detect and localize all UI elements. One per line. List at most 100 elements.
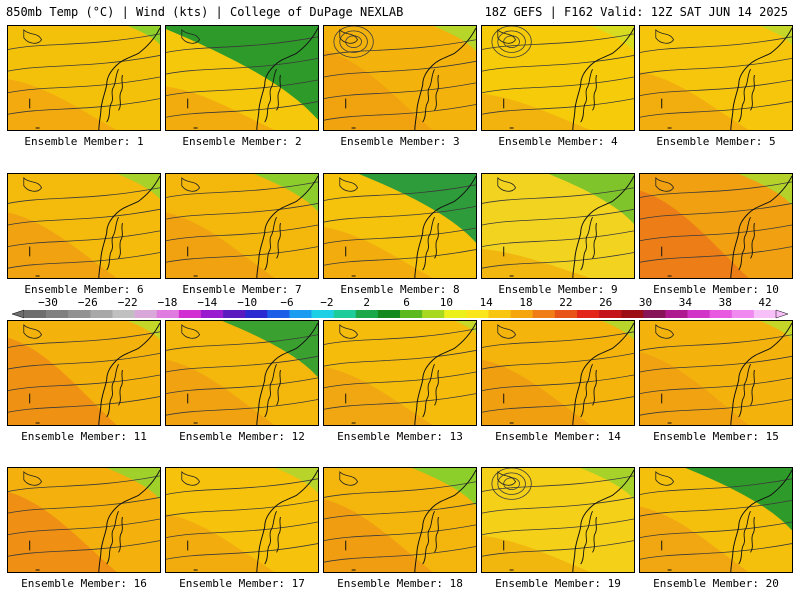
warm-region	[8, 491, 117, 572]
height-contour	[324, 502, 476, 520]
colorbar-tick-label: 34	[679, 296, 693, 309]
ensemble-member-caption: Ensemble Member: 8	[340, 283, 460, 296]
ensemble-member-caption: Ensemble Member: 6	[24, 283, 144, 296]
colorbar-swatch	[289, 310, 312, 318]
cool-region	[548, 174, 634, 224]
height-contour	[324, 524, 476, 541]
lake-outline	[655, 28, 675, 44]
height-contour	[8, 252, 160, 269]
height-contour	[482, 540, 634, 557]
lake-outline	[339, 323, 359, 339]
warm-region	[482, 248, 591, 278]
ensemble-map-panel	[165, 320, 319, 426]
height-contour	[324, 350, 476, 367]
state-border	[661, 98, 672, 129]
temperature-field-map	[640, 321, 792, 425]
height-contour	[8, 98, 160, 115]
height-contour	[640, 181, 792, 198]
colorbar-tick-label: −22	[118, 296, 138, 309]
warm-region	[324, 227, 433, 278]
colorbar-swatch	[576, 310, 600, 318]
height-contour	[166, 181, 318, 198]
ensemble-map-panel	[481, 25, 635, 131]
coastline	[98, 175, 160, 278]
colorbar-swatch	[24, 310, 47, 318]
ensemble-member-caption: Ensemble Member: 13	[337, 430, 463, 443]
colorbar-swatch	[687, 310, 710, 318]
bay-outline	[264, 510, 281, 565]
cool-region	[412, 468, 476, 506]
height-contour	[482, 518, 634, 536]
height-contour	[8, 55, 160, 72]
height-contour	[482, 396, 634, 413]
colorbar-swatch	[90, 310, 113, 318]
temperature-field-map	[166, 321, 318, 425]
bay-outline	[106, 363, 123, 418]
height-contour	[324, 184, 476, 201]
warm-region	[8, 79, 117, 130]
state-border	[661, 246, 672, 277]
height-contour	[8, 187, 160, 204]
warm-region	[324, 49, 433, 130]
cool-region	[454, 321, 476, 334]
coastline	[256, 175, 318, 278]
height-contour	[8, 497, 160, 514]
ensemble-member-caption: Ensemble Member: 9	[498, 283, 618, 296]
colorbar-swatch	[377, 310, 401, 318]
height-contour	[166, 334, 318, 351]
ensemble-map-panel	[165, 25, 319, 131]
temperature-field-map	[482, 321, 634, 425]
bay-outline	[580, 363, 597, 418]
coastline	[256, 27, 318, 130]
warm-region	[166, 212, 275, 278]
height-contour	[324, 104, 476, 121]
temperature-field-map	[8, 468, 160, 572]
colorbar-tick-label: −14	[197, 296, 217, 309]
lake-outline	[181, 176, 201, 192]
coastline	[572, 175, 634, 278]
ensemble-map-panel	[7, 173, 161, 279]
temperature-field-map	[640, 468, 792, 572]
state-border	[187, 540, 198, 571]
lake-outline	[497, 470, 517, 486]
colorbar-swatch	[68, 310, 91, 318]
height-contour	[166, 478, 318, 495]
colorbar-tick-label: 2	[363, 296, 370, 309]
colorbar-swatch	[422, 310, 445, 318]
warm-region	[482, 535, 591, 572]
ensemble-member-caption: Ensemble Member: 19	[495, 577, 621, 590]
cool-region	[591, 26, 634, 51]
colorbar-swatch	[178, 310, 202, 318]
bay-outline	[106, 510, 123, 565]
height-contour	[640, 334, 792, 351]
lake-outline	[497, 323, 517, 339]
height-contour	[640, 246, 792, 263]
height-contour	[482, 374, 634, 392]
ensemble-member-caption: Ensemble Member: 15	[653, 430, 779, 443]
height-contour	[166, 79, 318, 97]
coastline	[98, 469, 160, 572]
height-contour	[482, 352, 634, 370]
ensemble-member-caption: Ensemble Member: 7	[182, 283, 302, 296]
height-contour	[8, 33, 160, 50]
height-contour	[640, 499, 792, 517]
height-contour	[8, 208, 160, 226]
coastline	[572, 27, 634, 130]
coastline	[98, 322, 160, 425]
bay-outline	[738, 216, 755, 271]
bay-outline	[422, 510, 439, 565]
low-pressure-contour	[497, 30, 526, 53]
state-border	[29, 98, 40, 129]
height-contour	[640, 57, 792, 75]
height-contour	[640, 478, 792, 495]
height-contour	[324, 60, 476, 78]
lake-outline	[655, 323, 675, 339]
lake-outline	[23, 176, 43, 192]
temperature-field-map	[324, 26, 476, 130]
ensemble-map-panel	[481, 173, 635, 279]
warm-region	[166, 513, 275, 572]
colorbar-swatch	[333, 310, 357, 318]
temperature-field-map	[482, 174, 634, 278]
ensemble-map-panel	[639, 25, 793, 131]
ensemble-member-caption: Ensemble Member: 11	[21, 430, 147, 443]
